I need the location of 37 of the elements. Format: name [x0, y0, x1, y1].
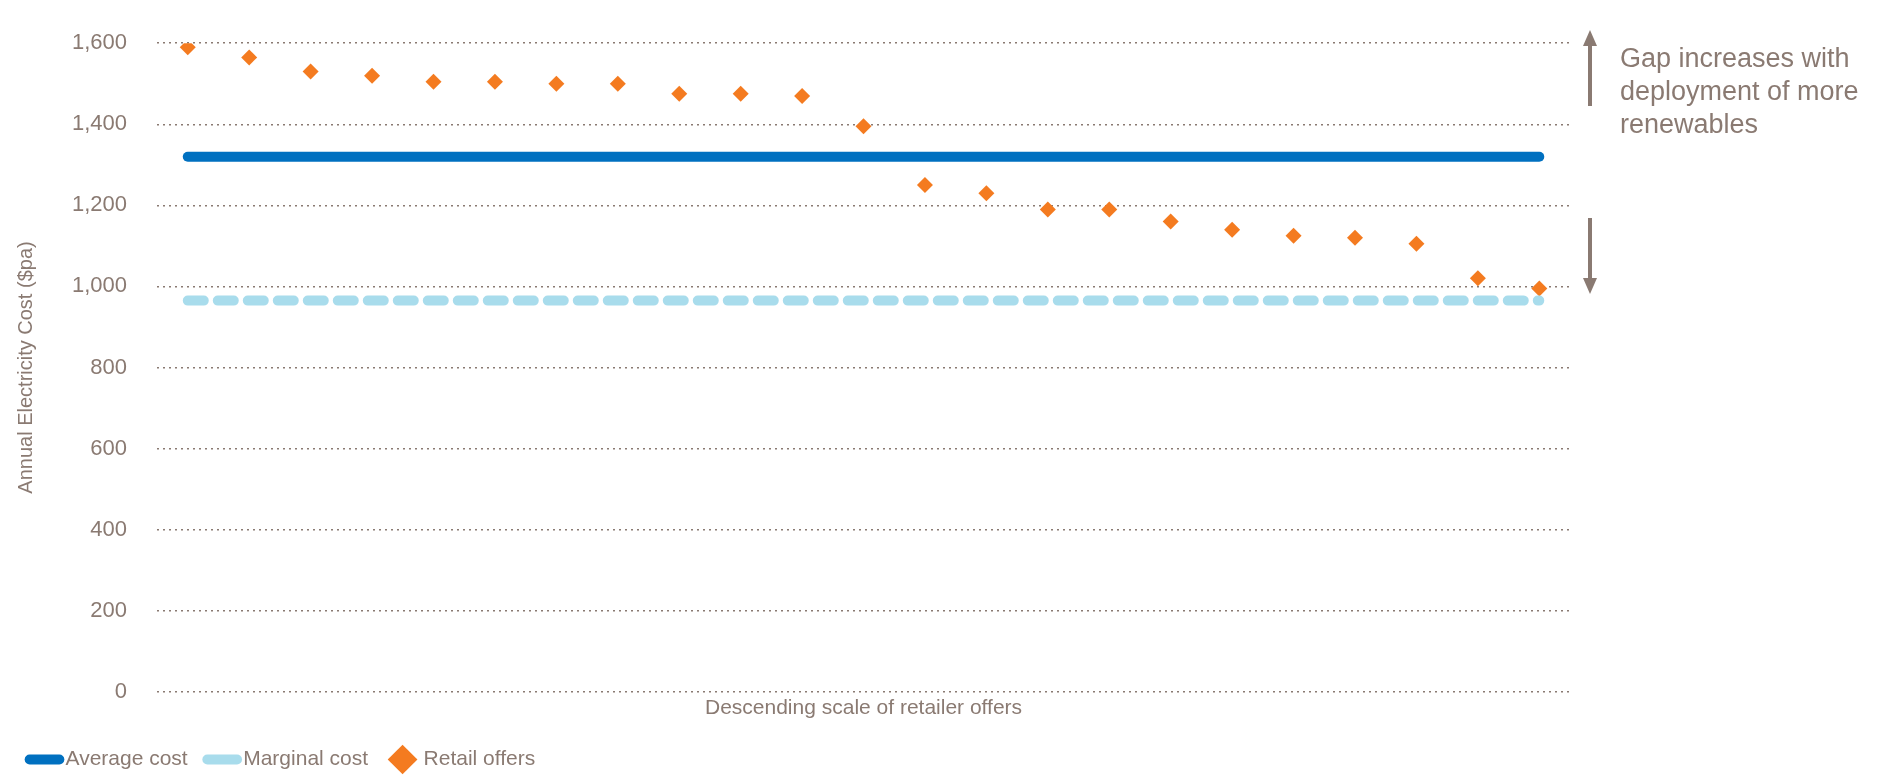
y-tick-label: 1,400	[71, 110, 128, 136]
point	[978, 185, 995, 202]
point	[1469, 270, 1486, 287]
point	[671, 85, 688, 102]
y-tick-label: 600	[90, 434, 128, 460]
y-tick-label: 1,600	[71, 29, 128, 55]
point	[241, 49, 258, 66]
point	[1039, 201, 1056, 218]
point	[609, 75, 626, 92]
point	[1531, 280, 1548, 297]
point	[1346, 229, 1363, 246]
point	[1101, 201, 1118, 218]
point	[548, 75, 565, 92]
point	[1408, 235, 1425, 252]
point	[732, 85, 749, 102]
point	[1285, 227, 1302, 244]
point	[1224, 221, 1241, 238]
y-tick-label: 400	[90, 515, 128, 541]
point	[916, 177, 933, 194]
point	[794, 87, 811, 104]
text: Gap increases with deployment of more renewables	[1620, 42, 1860, 141]
y-tick-label: 200	[90, 596, 128, 622]
y-axis-title: Annual Electricity Cost ($pa)	[13, 241, 36, 494]
legend-label: Retail offers	[423, 746, 536, 770]
point	[302, 63, 319, 80]
legend-label: Average cost	[65, 746, 188, 770]
point	[1162, 213, 1179, 230]
point	[364, 67, 381, 84]
legend-label: Marginal cost	[243, 746, 369, 770]
y-tick-label: 0	[114, 677, 128, 703]
point	[425, 73, 442, 90]
y-tick-label: 800	[90, 353, 128, 379]
point	[855, 118, 872, 135]
point	[486, 73, 503, 90]
x-axis-title: Descending scale of retailer offers	[704, 695, 1023, 719]
y-tick-label: 1,200	[71, 191, 128, 217]
y-tick-label: 1,000	[71, 272, 128, 298]
